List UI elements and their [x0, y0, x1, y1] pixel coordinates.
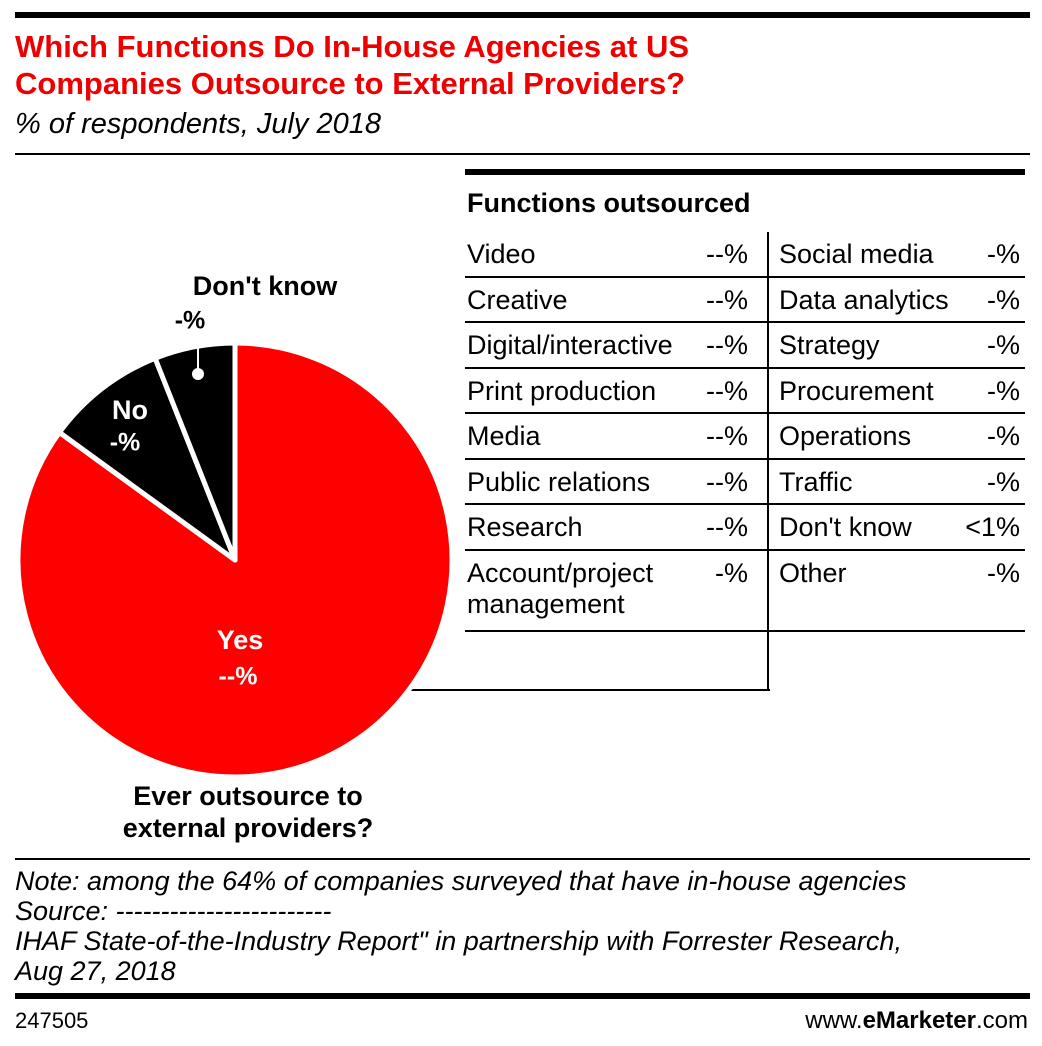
row-value: -%: [987, 239, 1020, 269]
source: Aug 27, 2018: [15, 956, 176, 986]
row-value: <1%: [965, 512, 1020, 542]
brand-prefix: www.: [805, 1007, 863, 1034]
row-rule: [768, 412, 1025, 414]
row-rule: [465, 503, 768, 505]
subtitle: % of respondents, July 2018: [15, 108, 381, 140]
row-label: Digital/interactive: [467, 330, 673, 360]
row-label: Media: [467, 421, 541, 451]
slice-value-label: -%: [110, 429, 141, 457]
row-label: Print production: [467, 375, 657, 406]
bottom-rule: [15, 993, 1030, 999]
row-value: --%: [706, 375, 748, 406]
table-divider: [767, 232, 769, 690]
slice-value-label: --%: [219, 663, 258, 691]
slice-label: Don't know: [193, 271, 338, 301]
row-label: Don't know: [779, 512, 912, 542]
row-rule: [768, 457, 1025, 460]
row-value: --%: [706, 421, 748, 451]
slice-label: Yes: [217, 625, 264, 655]
row-rule: [465, 630, 768, 632]
row-rule: [768, 366, 1025, 369]
rule: [15, 153, 1030, 155]
pie-slice: [152, 340, 238, 563]
source: Source: ------------------------: [15, 896, 332, 926]
row-label: Traffic: [779, 466, 853, 497]
row-rule: [465, 412, 768, 414]
row-value: --%: [706, 284, 748, 315]
chart-id: 247505: [15, 1008, 89, 1033]
row-rule: [465, 366, 768, 369]
row-label: Account/project management: [467, 557, 654, 619]
slice-value-label: -%: [175, 307, 206, 335]
row-rule: [465, 275, 768, 278]
row-label: Other: [779, 557, 847, 588]
row-value: -%: [987, 557, 1020, 588]
row-label: Creative: [467, 284, 568, 315]
title: Which Functions Do In-House Agencies at …: [15, 28, 689, 102]
pie-slice: [56, 355, 238, 563]
row-value: -%: [987, 466, 1020, 497]
row-rule: [768, 548, 1025, 551]
brand: www.eMarketer.com: [805, 1007, 1028, 1035]
brand-suffix: .com: [975, 1007, 1028, 1034]
caption: Ever outsource to: [133, 781, 363, 811]
table-title: Functions outsourced: [467, 188, 751, 218]
row-label: Video: [467, 239, 536, 269]
row-label: Research: [467, 512, 583, 542]
row-label: Strategy: [779, 330, 880, 360]
row-rule: [768, 321, 1025, 323]
note: Note: among the 64% of companies surveye…: [15, 866, 907, 896]
row-rule: [768, 503, 1025, 505]
row-value: -%: [987, 421, 1020, 451]
footnote: Note: among the 64% of companies surveye…: [15, 866, 907, 986]
caption: external providers?: [123, 813, 374, 843]
row-value: -%: [987, 375, 1020, 406]
row-value: -%: [715, 557, 748, 588]
row-label: Public relations: [467, 466, 651, 497]
row-rule: [768, 275, 1025, 278]
title-line: Which Functions Do In-House Agencies at …: [15, 29, 690, 64]
row-value: --%: [706, 466, 748, 497]
row-label: Data analytics: [779, 284, 949, 315]
row-label: Procurement: [779, 375, 934, 406]
row-rule: [465, 321, 768, 323]
top-rule: [15, 12, 1030, 18]
row-value: --%: [706, 239, 748, 269]
brand-name: eMarketer: [862, 1007, 976, 1034]
rule: [15, 858, 1030, 860]
row-value: -%: [987, 284, 1020, 315]
table-rule: [465, 169, 1025, 175]
leader-dot: [192, 368, 204, 380]
row-value: --%: [706, 512, 748, 542]
row-label: Social media: [779, 239, 934, 269]
row-value: -%: [987, 330, 1020, 360]
row-rule: [465, 548, 768, 551]
source: IHAF State-of-the-Industry Report" in pa…: [15, 926, 902, 956]
slice-label: No: [112, 395, 148, 425]
row-label: Operations: [779, 421, 912, 451]
row-value: --%: [706, 330, 748, 360]
row-rule: [768, 630, 1025, 632]
row-rule: [465, 457, 768, 460]
title-line: Companies Outsource to External Provider…: [15, 66, 686, 101]
